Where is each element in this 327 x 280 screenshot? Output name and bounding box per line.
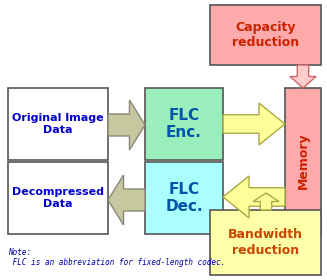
Bar: [210, 5, 321, 65]
Bar: [145, 88, 223, 160]
Text: Memory: Memory: [297, 133, 309, 189]
Polygon shape: [108, 175, 145, 225]
Bar: [8, 162, 108, 234]
Bar: [8, 88, 108, 160]
Polygon shape: [223, 176, 285, 218]
Text: Decompressed
Data: Decompressed Data: [12, 187, 104, 209]
Text: Note:
 FLC is an abbreviation for fixed-length codec.: Note: FLC is an abbreviation for fixed-l…: [8, 248, 225, 267]
Text: Bandwidth
reduction: Bandwidth reduction: [228, 228, 303, 256]
Bar: [145, 162, 223, 234]
Polygon shape: [290, 65, 316, 88]
Text: Original Image
Data: Original Image Data: [12, 113, 104, 135]
Text: FLC
Dec.: FLC Dec.: [165, 182, 203, 214]
Polygon shape: [253, 193, 279, 210]
Polygon shape: [108, 100, 145, 150]
Text: FLC
Enc.: FLC Enc.: [166, 108, 202, 140]
Text: Capacity
reduction: Capacity reduction: [232, 21, 299, 49]
Bar: [210, 210, 321, 275]
Bar: [285, 88, 321, 234]
Polygon shape: [223, 103, 285, 145]
